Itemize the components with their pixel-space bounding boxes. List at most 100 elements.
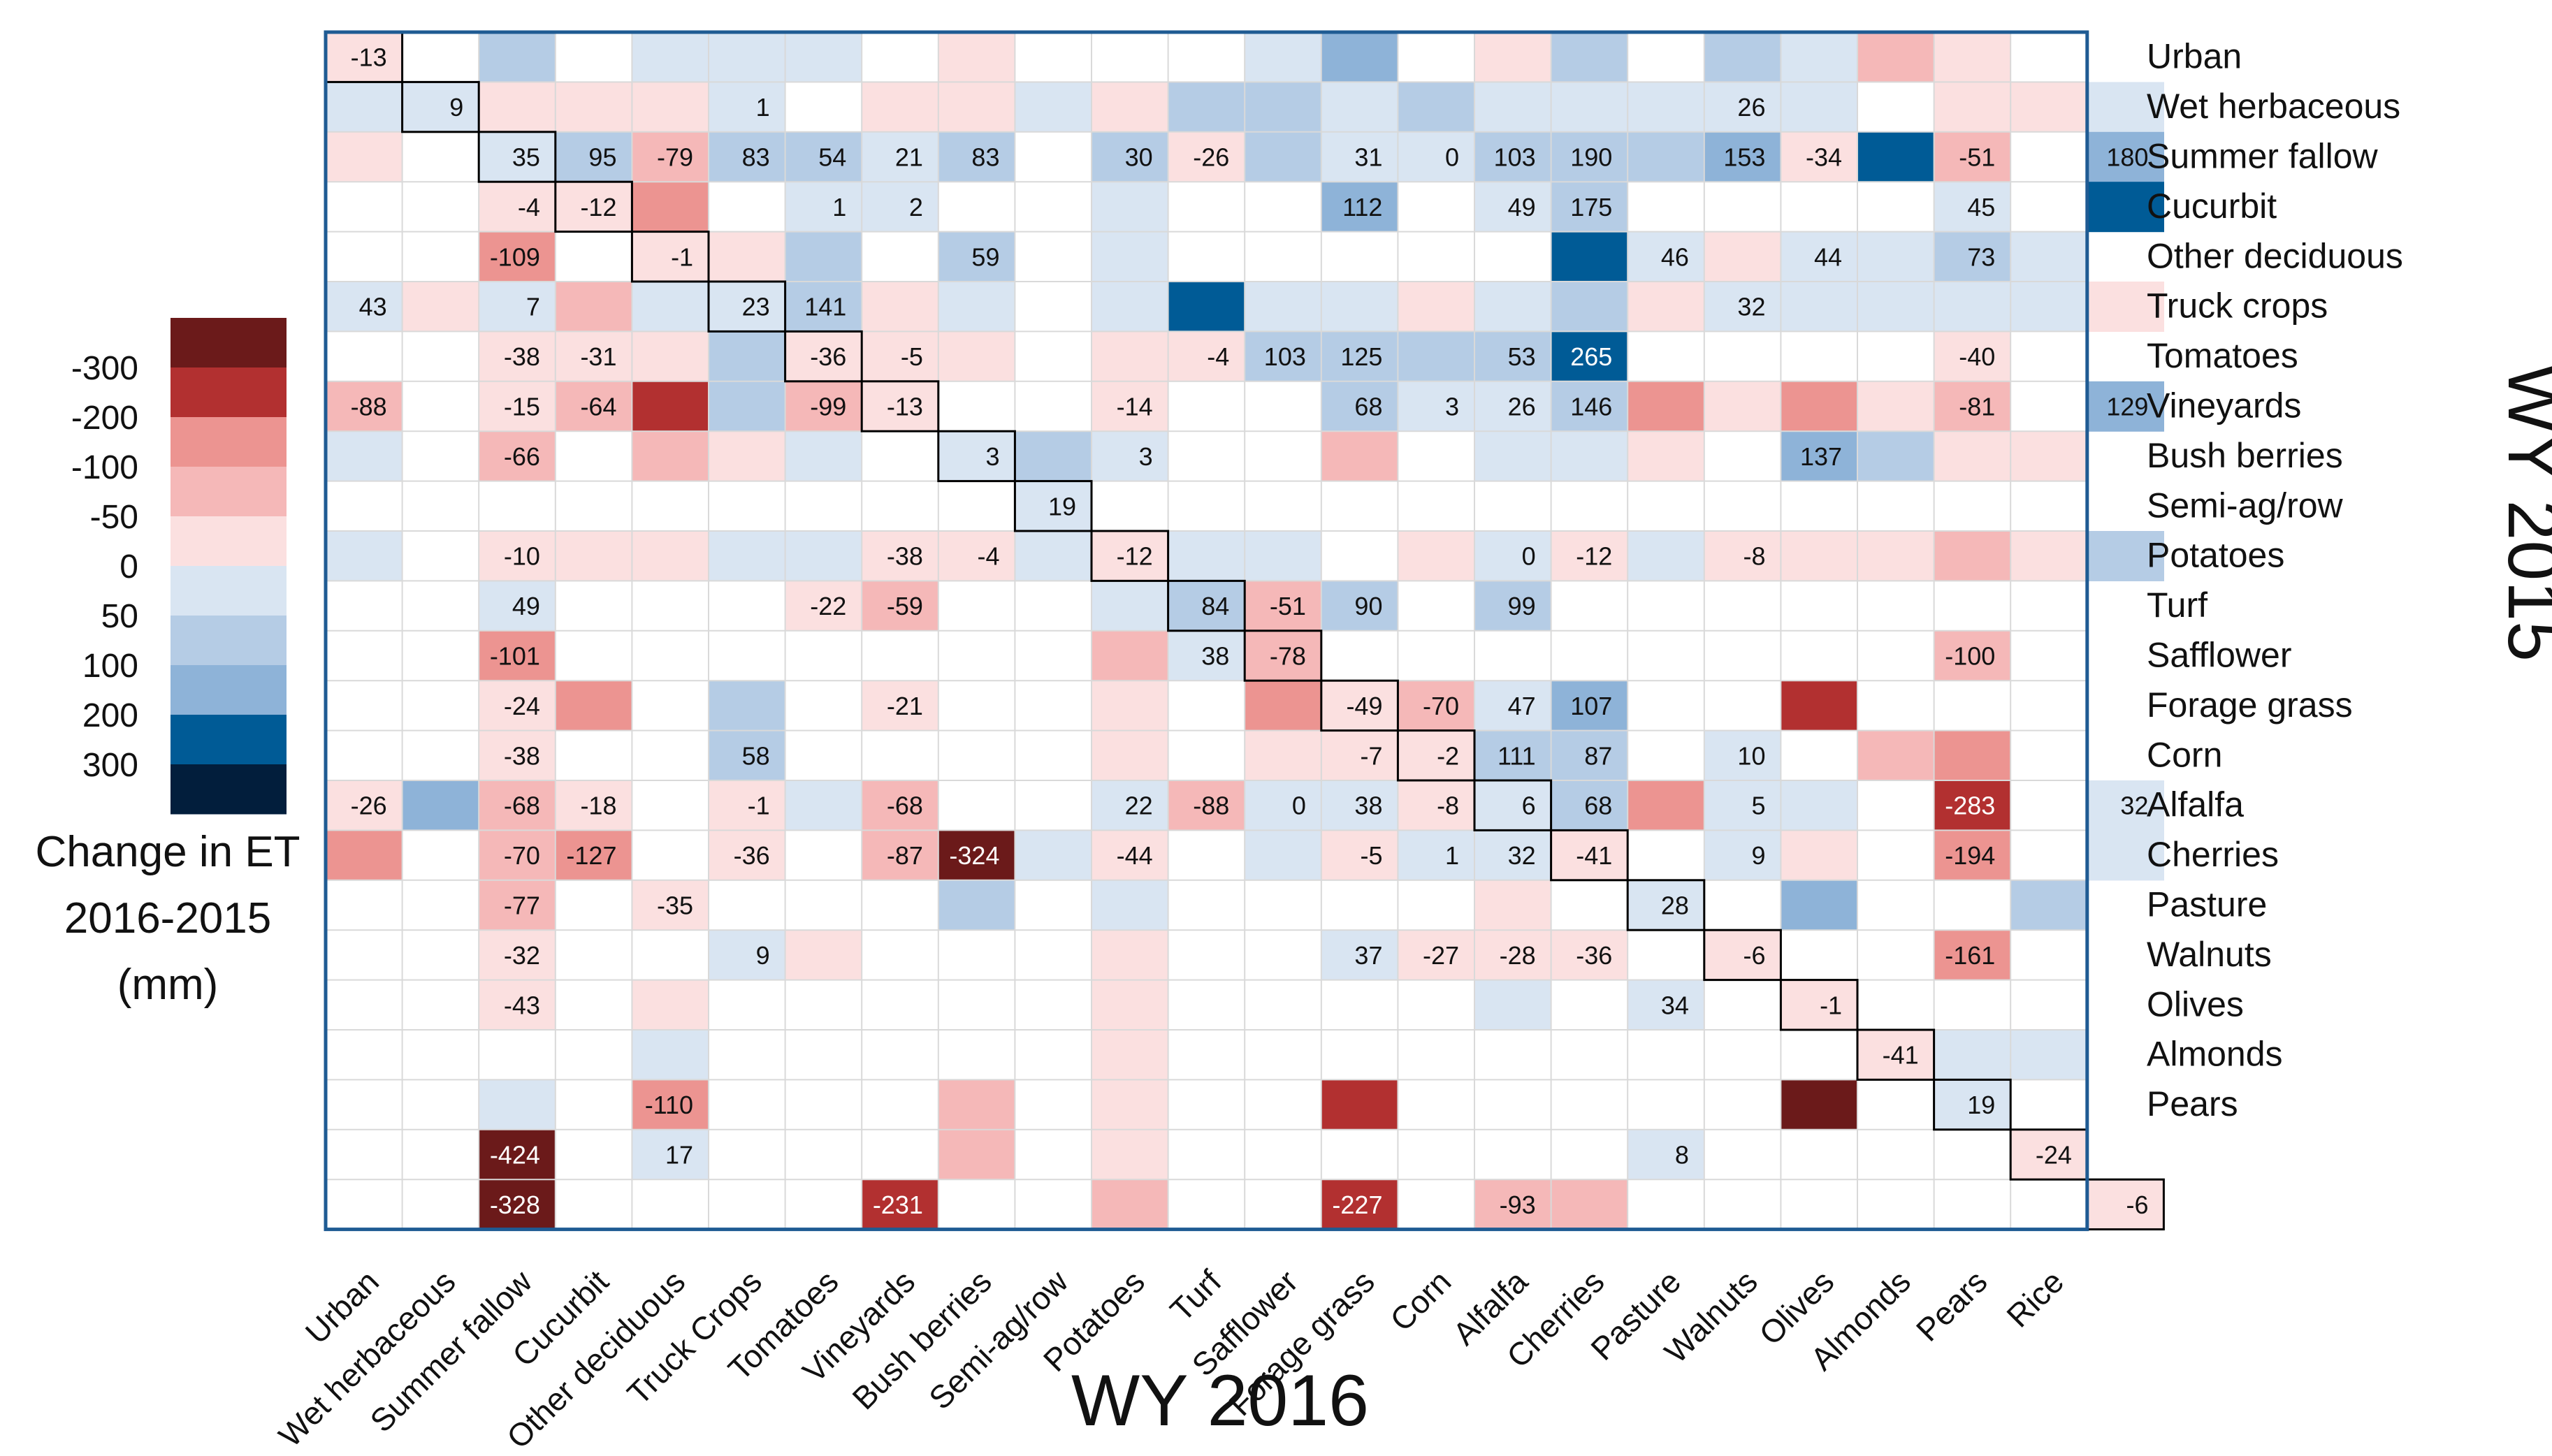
cell-value-label: 9	[756, 941, 770, 970]
heatmap-gridlines	[326, 32, 2087, 1230]
heatmap-cell	[479, 131, 556, 182]
heatmap-cell	[1321, 730, 1398, 781]
cell-value-label: 32	[1508, 841, 1536, 870]
cell-value-label: -424	[490, 1141, 540, 1170]
heatmap-cell	[862, 182, 939, 233]
heatmap-cell	[1092, 880, 1169, 931]
cell-value-label: 7	[526, 293, 540, 321]
heatmap-cell	[479, 630, 556, 681]
heatmap-cell	[1474, 680, 1552, 731]
heatmap-cell	[1398, 730, 1475, 781]
heatmap-cell	[709, 780, 786, 831]
heatmap-cell	[1168, 282, 1245, 332]
heatmap-cell	[2010, 282, 2088, 332]
heatmap-cell	[1857, 1030, 1935, 1080]
heatmap-cell	[1857, 282, 1935, 332]
heatmap-cell	[1015, 531, 1092, 581]
heatmap-cell	[402, 82, 479, 133]
cell-value-label: 111	[1498, 741, 1536, 770]
legend-tick-label: 50	[101, 598, 138, 635]
cell-value-label: -227	[1332, 1191, 1382, 1219]
heatmap-cell	[1781, 431, 1858, 482]
heatmap-cell	[1551, 381, 1628, 432]
legend-title-line: Change in ET	[35, 828, 300, 876]
legend-tick-label: -300	[71, 350, 138, 387]
cell-value-label: 0	[1445, 143, 1459, 172]
legend-swatch	[171, 566, 287, 616]
cell-value-label: -5	[901, 342, 923, 371]
cell-value-label: 153	[1723, 143, 1765, 172]
heatmap-cell	[479, 680, 556, 731]
cell-value-label: 32	[1737, 293, 1765, 321]
heatmap-cell	[1704, 131, 1781, 182]
diagonal-cell-outline	[554, 180, 633, 233]
heatmap-cell	[1934, 780, 2011, 831]
cell-value-label: -14	[1117, 393, 1153, 421]
heatmap-cell	[1934, 1030, 2011, 1080]
heatmap-cell	[1321, 1179, 1398, 1230]
cell-value-label: 1	[832, 193, 846, 221]
heatmap-cell	[632, 531, 709, 581]
diagonal-cell-outline	[1090, 530, 1170, 582]
cell-value-label: -38	[504, 741, 540, 770]
cell-value-label: -24	[2036, 1141, 2072, 1170]
heatmap-cell	[1781, 231, 1858, 282]
row-label: Pears	[2147, 1084, 2238, 1123]
heatmap-cell	[1627, 431, 1705, 482]
heatmap-cell	[1474, 381, 1552, 432]
heatmap-cell	[1092, 231, 1169, 282]
heatmap-cell	[862, 531, 939, 581]
diagonal-cell-outline	[401, 80, 480, 133]
legend-tick-label: -200	[71, 400, 138, 437]
heatmap-cell	[1627, 131, 1705, 182]
heatmap-cell	[1321, 1079, 1398, 1130]
heatmap-cell	[1934, 82, 2011, 133]
cell-value-label: -77	[504, 891, 540, 920]
heatmap-cell	[1551, 431, 1628, 482]
cell-value-label: 9	[449, 93, 463, 122]
cell-value-label: -21	[887, 692, 923, 720]
heatmap-cell	[1704, 231, 1781, 282]
heatmap-cell	[632, 82, 709, 133]
heatmap-cell	[632, 282, 709, 332]
cell-value-label: -1	[748, 792, 770, 820]
heatmap-cell	[1781, 680, 1858, 731]
cell-value-label: 47	[1508, 692, 1536, 720]
heatmap-cell	[1398, 131, 1475, 182]
heatmap-cell	[1934, 730, 2011, 781]
row-label: Cucurbit	[2147, 187, 2277, 226]
heatmap-cell	[938, 830, 1015, 881]
cell-value-label: -51	[1959, 143, 1995, 172]
heatmap-cell	[1704, 82, 1781, 133]
heatmap-cell	[1015, 82, 1092, 133]
heatmap-cell	[1092, 431, 1169, 482]
heatmap-cell	[1321, 581, 1398, 632]
heatmap-cell	[2010, 531, 2088, 581]
cell-value-label: -5	[1360, 841, 1382, 870]
heatmap-cell	[2087, 830, 2164, 881]
cell-value-label: -38	[504, 342, 540, 371]
cell-value-label: -6	[2126, 1191, 2148, 1219]
heatmap-cell	[632, 32, 709, 82]
cell-value-label: 19	[1967, 1091, 1995, 1119]
heatmap-cell	[1934, 930, 2011, 981]
heatmap-cell	[938, 531, 1015, 581]
heatmap-cell	[1321, 32, 1398, 82]
heatmap-cell	[1321, 680, 1398, 731]
heatmap-cell	[1245, 531, 1322, 581]
cell-value-label: 35	[512, 143, 540, 172]
legend-tick-label: 200	[82, 697, 138, 734]
heatmap-cell	[1704, 780, 1781, 831]
heatmap-cell	[1092, 581, 1169, 632]
row-label: Truck crops	[2147, 286, 2328, 326]
heatmap-cell	[555, 131, 632, 182]
heatmap-cell	[2087, 381, 2164, 432]
cell-value-label: -88	[351, 393, 387, 421]
cell-value-label: 107	[1570, 692, 1612, 720]
heatmap-cell	[1245, 830, 1322, 881]
row-label: Corn	[2147, 735, 2222, 774]
heatmap-cell	[862, 131, 939, 182]
heatmap-cell	[785, 231, 862, 282]
